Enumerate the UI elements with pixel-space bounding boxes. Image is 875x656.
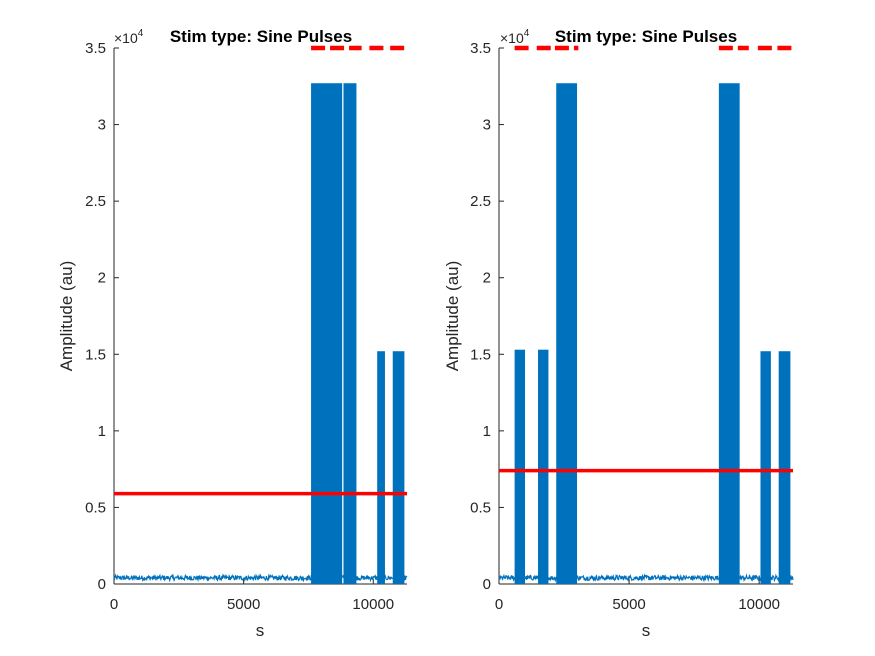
left-y-tick-label: 3 [98, 117, 106, 134]
right-y-exponent-power: 4 [524, 28, 530, 39]
right-plot-title: Stim type: Sine Pulses [555, 27, 737, 46]
left-x-tick-label: 0 [110, 596, 118, 613]
left-y-tick-label: 3.5 [85, 40, 106, 57]
right-y-tick-label: 0.5 [470, 499, 491, 516]
right-signal-burst [514, 349, 526, 584]
left-plot-title: Stim type: Sine Pulses [170, 27, 352, 46]
left-y-tick-label: 0 [98, 576, 106, 593]
right-signal-burst [556, 83, 578, 585]
right-signal-burst [718, 83, 740, 585]
left-signal-burst [343, 83, 357, 585]
left-signal-baseline [113, 573, 408, 583]
left-y-tick-label: 1 [98, 423, 106, 440]
left-y-exponent-base: ×10 [114, 30, 138, 46]
right-signal-burst [778, 351, 791, 584]
right-y-tick-label: 1.5 [470, 346, 491, 363]
left-x-tick-label: 5000 [227, 596, 260, 613]
right-y-tick-label: 3 [483, 117, 491, 134]
right-y-tick-label: 2 [483, 270, 491, 287]
right-x-tick-label: 10000 [738, 596, 780, 613]
left-signal-burst [311, 83, 343, 585]
left-y-axis-label: Amplitude (au) [57, 261, 76, 372]
left-signal-burst [377, 351, 385, 584]
right-y-tick-label: 2.5 [470, 193, 491, 210]
left-y-exponent: ×104 [114, 28, 144, 46]
left-y-tick-label: 2.5 [85, 193, 106, 210]
left-signal-burst [392, 351, 405, 584]
right-y-tick-label: 3.5 [470, 40, 491, 57]
left-y-tick-label: 1.5 [85, 346, 106, 363]
left-y-tick-label: 2 [98, 270, 106, 287]
left-x-axis-label: s [256, 621, 265, 640]
right-x-axis-label: s [642, 621, 651, 640]
right-y-exponent: ×104 [500, 28, 530, 46]
right-y-exponent-base: ×10 [500, 30, 524, 46]
left-y-exponent-power: 4 [138, 28, 144, 39]
left-plot-panel: s Amplitude (au) 0 0.5 1 1.5 2 2.5 3 3.5 0 5000 10… [57, 27, 408, 640]
right-signal-burst [760, 351, 771, 584]
right-x-tick-label: 5000 [612, 596, 645, 613]
left-y-tick-label: 0.5 [85, 499, 106, 516]
right-y-tick-label: 1 [483, 423, 491, 440]
right-y-axis-label: Amplitude (au) [443, 261, 462, 372]
right-x-tick-label: 0 [495, 596, 503, 613]
right-y-tick-label: 0 [483, 576, 491, 593]
left-x-tick-label: 10000 [352, 596, 394, 613]
right-signal-burst [538, 349, 549, 584]
right-plot-panel: s Amplitude (au) 0 0.5 1 1.5 2 2.5 3 3.5 0 5000 10… [443, 27, 794, 640]
